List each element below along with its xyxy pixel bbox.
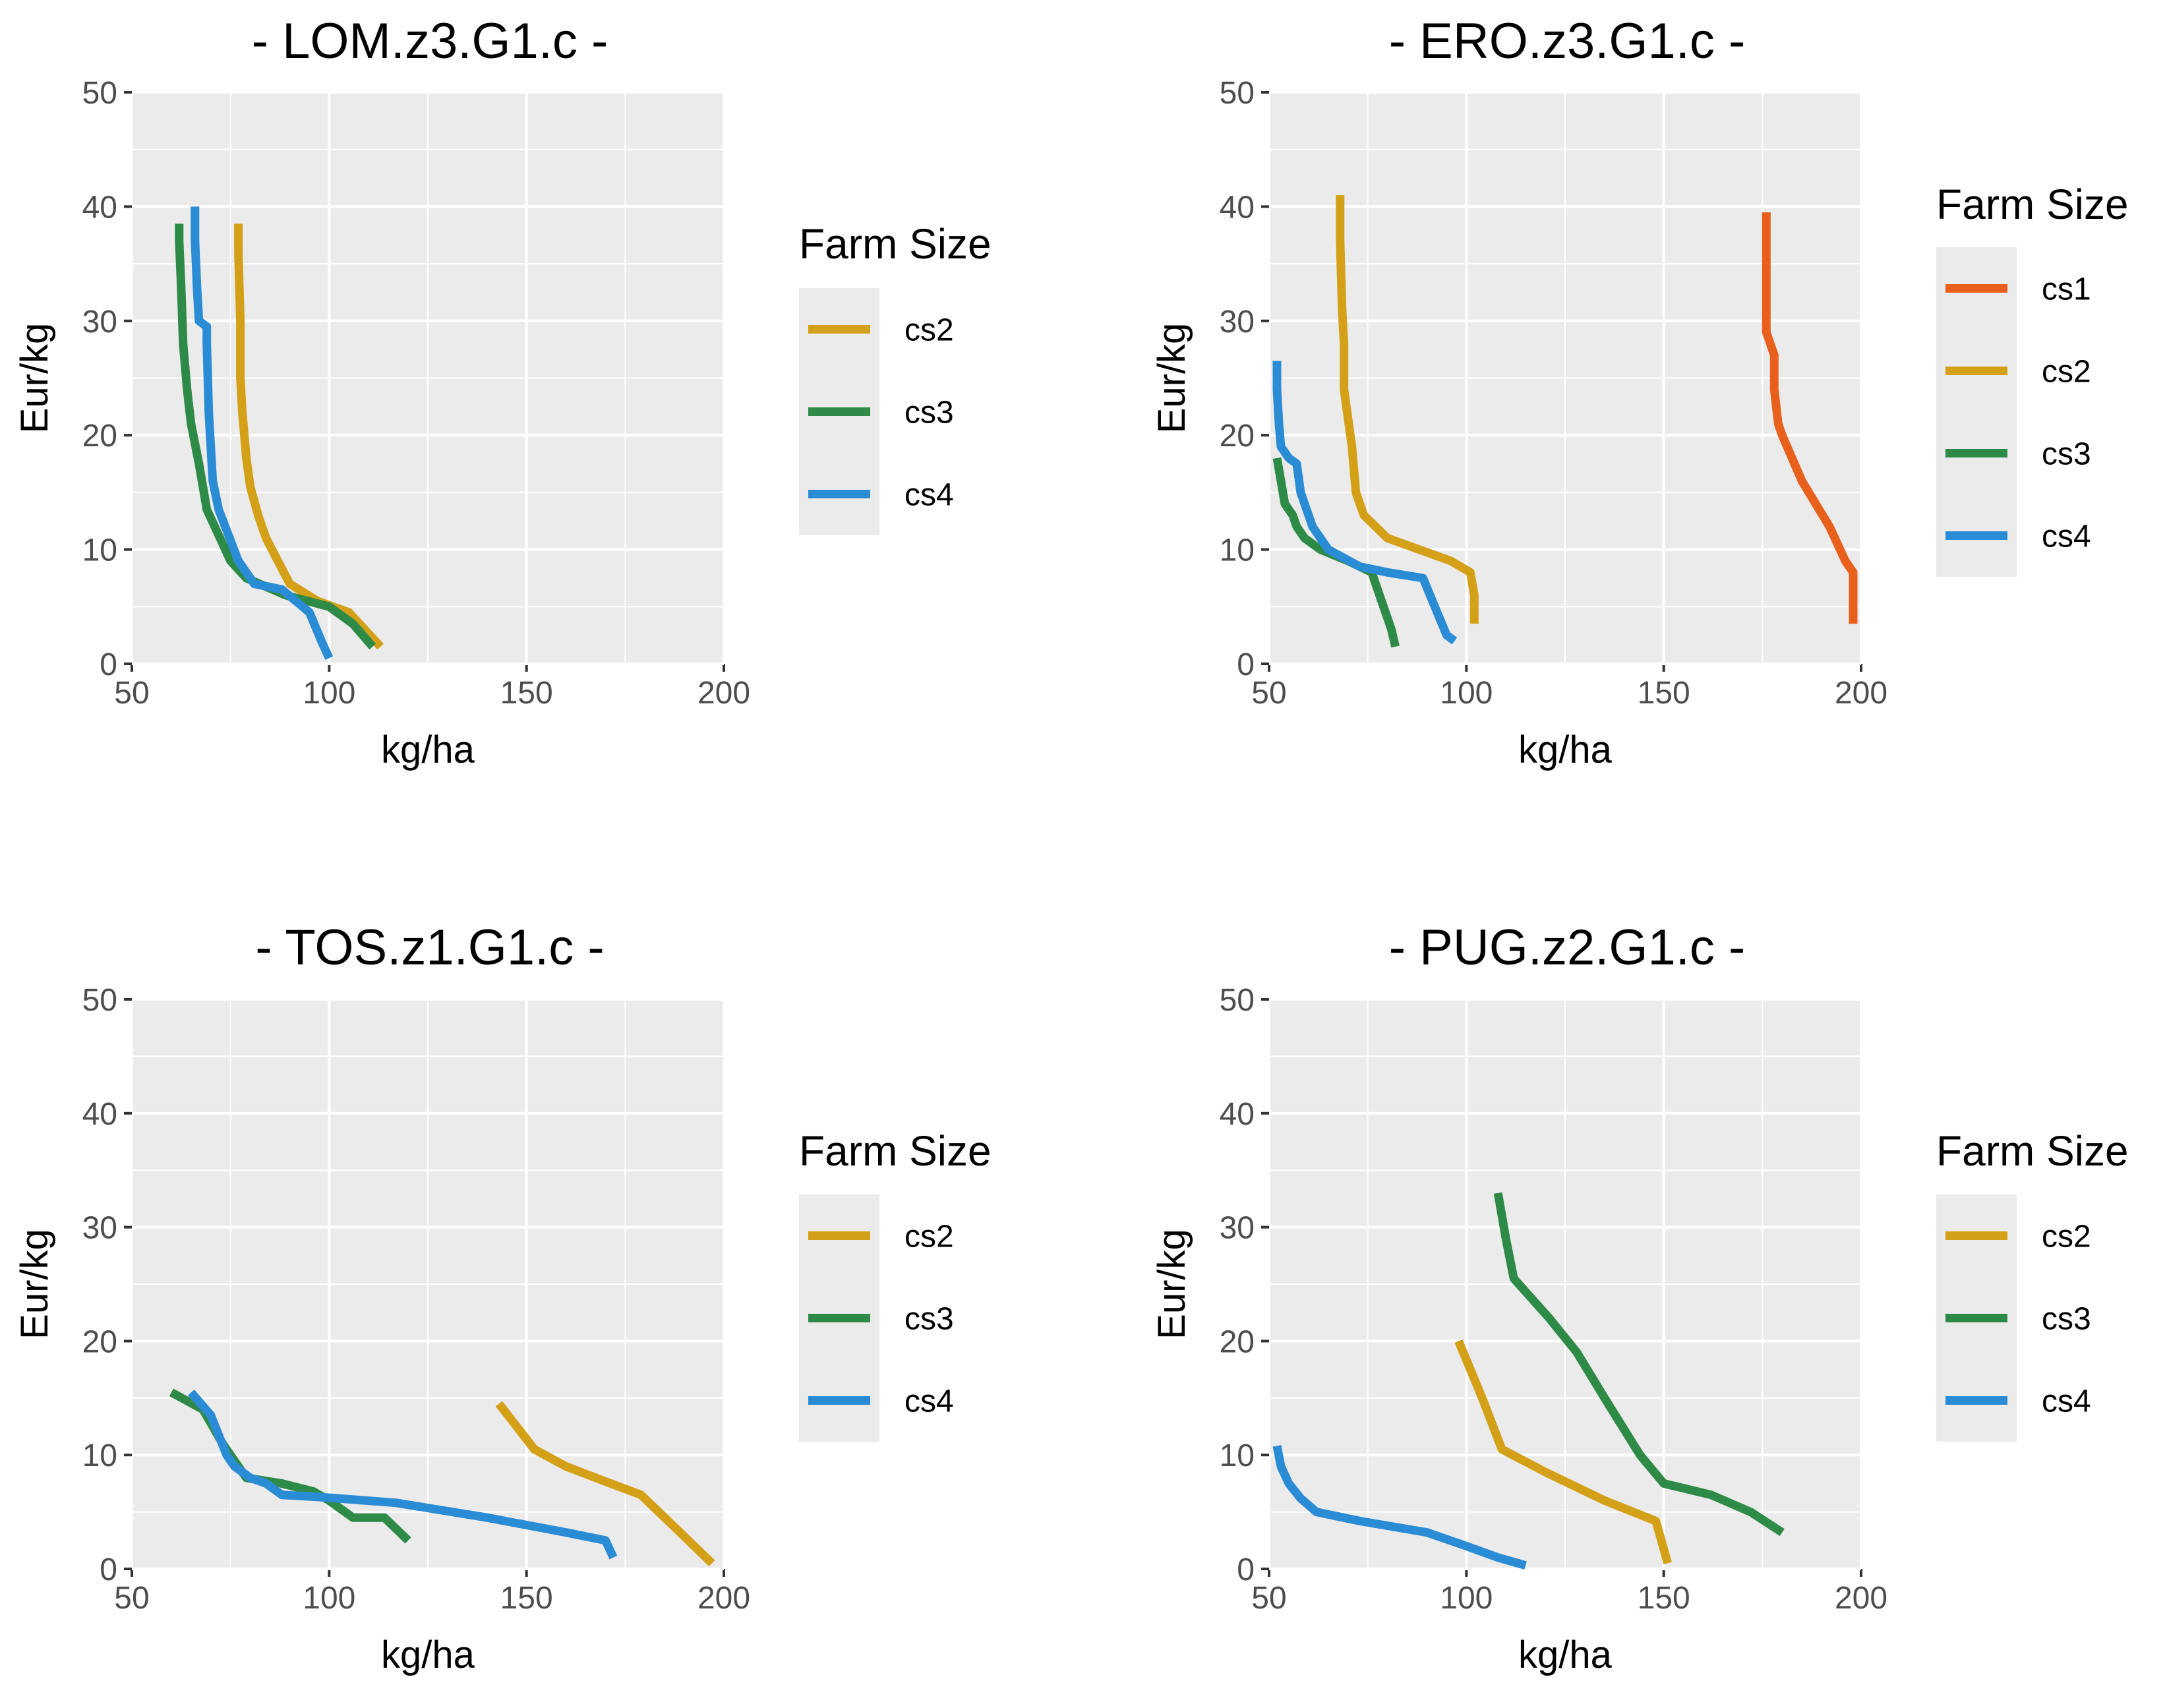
series-line-cs2 <box>495 1401 715 1567</box>
chart-panel-1: 50 100 150 200 0 10 20 30 40 50 - LOM.z3.G1.c - kg/… <box>13 13 992 771</box>
legend-label-cs4: cs4 <box>905 478 954 513</box>
x-tick-label: 50 <box>114 676 149 711</box>
y-tick-label: 10 <box>82 1438 117 1473</box>
y-tick-label: 20 <box>82 419 117 454</box>
series-line-cs2 <box>1336 195 1479 624</box>
y-axis-title: Eur/kg <box>13 1229 56 1340</box>
x-tick-label: 50 <box>114 1581 149 1616</box>
x-axis-title: kg/ha <box>1518 728 1613 771</box>
x-axis-title: kg/ha <box>381 728 475 771</box>
x-axis-title: kg/ha <box>1518 1634 1613 1676</box>
x-axis-title: kg/ha <box>381 1634 475 1676</box>
y-tick-label: 0 <box>100 1552 117 1587</box>
legend-key-background <box>1936 247 2017 577</box>
x-tick-label: 100 <box>303 676 355 711</box>
legend-label-cs2: cs2 <box>905 1220 954 1254</box>
series-line-cs3 <box>1493 1192 1785 1537</box>
series-line-cs4 <box>1272 361 1458 645</box>
chart-panel-4: 50 100 150 200 0 10 20 30 40 50 - PUG.z2.G1.c - kg/… <box>1150 920 2129 1676</box>
y-tick-label: 20 <box>1220 419 1255 454</box>
series-line-cs2 <box>1454 1339 1672 1565</box>
y-tick-label: 30 <box>82 1211 117 1246</box>
legend: Farm Size cs2 cs3 cs4 <box>1936 1127 2129 1442</box>
series-line-cs4 <box>191 206 334 661</box>
legend-title: Farm Size <box>799 220 992 268</box>
legend-label-cs3: cs3 <box>2042 437 2091 472</box>
x-tick-label: 200 <box>1835 1581 1887 1616</box>
y-tick-label: 0 <box>1237 647 1255 682</box>
x-tick-label: 200 <box>697 676 750 711</box>
y-tick-label: 40 <box>1220 190 1255 225</box>
y-tick-label: 0 <box>1237 1552 1255 1587</box>
legend-label-cs3: cs3 <box>905 1302 954 1337</box>
y-tick-label: 10 <box>1220 1438 1255 1473</box>
y-tick-label: 50 <box>82 983 117 1018</box>
legend: Farm Size cs2 cs3 cs4 <box>799 1127 992 1442</box>
y-axis-title: Eur/kg <box>13 323 56 434</box>
y-axis-title: Eur/kg <box>1150 1229 1193 1340</box>
y-tick-label: 40 <box>82 190 117 225</box>
series-line-cs4 <box>1272 1445 1527 1570</box>
legend-label-cs4: cs4 <box>2042 519 2091 554</box>
y-tick-label: 20 <box>1220 1324 1255 1359</box>
chart-title: - PUG.z2.G1.c - <box>1389 920 1746 976</box>
x-tick-label: 150 <box>1638 676 1690 711</box>
chart-panel-3: 50 100 150 200 0 10 20 30 40 50 - TOS.z1.G1.c - kg/… <box>13 920 992 1676</box>
x-tick-label: 200 <box>1835 676 1887 711</box>
series-line-cs3 <box>1272 457 1400 648</box>
y-axis-title: Eur/kg <box>1150 323 1193 434</box>
chart-title: - LOM.z3.G1.c - <box>252 13 608 69</box>
legend-label-cs1: cs1 <box>2042 272 2091 307</box>
x-tick-label: 100 <box>303 1581 355 1616</box>
y-tick-label: 0 <box>100 647 117 682</box>
y-tick-label: 10 <box>1220 533 1255 568</box>
legend-title: Farm Size <box>799 1127 992 1175</box>
legend: Farm Size cs2 cs3 cs4 <box>799 220 992 535</box>
y-tick-label: 30 <box>1220 1211 1255 1246</box>
x-tick-label: 150 <box>500 676 553 711</box>
x-tick-label: 150 <box>500 1581 553 1616</box>
legend-label-cs2: cs2 <box>2042 1220 2091 1254</box>
y-tick-label: 50 <box>82 76 117 111</box>
chart-panel-2: 50 100 150 200 0 10 20 30 40 50 - ERO.z3.G1.c - kg/… <box>1150 13 2129 771</box>
series-line-cs4 <box>187 1389 618 1560</box>
legend-title: Farm Size <box>1936 1127 2129 1175</box>
x-tick-label: 150 <box>1638 1581 1690 1616</box>
series-line-cs1 <box>1762 212 1858 624</box>
legend-label-cs3: cs3 <box>2042 1302 2091 1337</box>
y-tick-label: 20 <box>82 1324 117 1359</box>
legend-label-cs4: cs4 <box>2042 1384 2091 1419</box>
chart-title: - TOS.z1.G1.c - <box>255 920 604 976</box>
legend-label-cs4: cs4 <box>905 1384 954 1419</box>
x-tick-label: 200 <box>697 1581 750 1616</box>
y-tick-label: 30 <box>82 305 117 339</box>
y-tick-label: 30 <box>1220 305 1255 339</box>
x-tick-label: 50 <box>1251 676 1286 711</box>
x-tick-label: 50 <box>1251 1581 1286 1616</box>
legend-title: Farm Size <box>1936 181 2129 228</box>
chart-title: - ERO.z3.G1.c - <box>1389 13 1746 69</box>
x-tick-label: 100 <box>1440 1581 1493 1616</box>
series-line-cs3 <box>175 223 376 650</box>
y-tick-label: 50 <box>1220 76 1255 111</box>
legend: Farm Size cs1 cs2 cs3 cs4 <box>1936 181 2129 577</box>
legend-label-cs3: cs3 <box>905 396 954 430</box>
y-tick-label: 50 <box>1220 983 1255 1018</box>
y-tick-label: 40 <box>1220 1097 1255 1132</box>
legend-label-cs2: cs2 <box>905 313 954 348</box>
y-tick-label: 40 <box>82 1097 117 1132</box>
x-tick-label: 100 <box>1440 676 1493 711</box>
legend-label-cs2: cs2 <box>2042 355 2091 390</box>
y-tick-label: 10 <box>82 533 117 568</box>
